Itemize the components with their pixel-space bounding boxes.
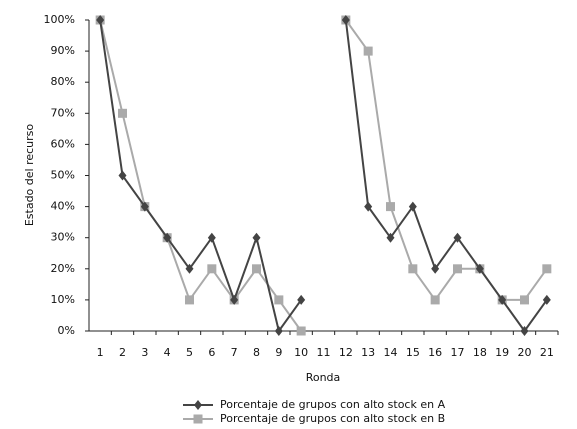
marker xyxy=(185,263,194,274)
y-tick-label: 50% xyxy=(51,169,75,182)
x-tick-label: 16 xyxy=(428,346,442,359)
marker xyxy=(341,15,350,25)
marker xyxy=(252,232,261,243)
marker xyxy=(475,263,484,274)
series-line xyxy=(99,19,548,334)
marker xyxy=(520,326,529,336)
marker xyxy=(386,202,395,212)
marker xyxy=(163,232,172,243)
y-tick-label: 0% xyxy=(58,324,75,337)
marker xyxy=(252,264,261,274)
marker xyxy=(96,15,105,25)
legend-label: Porcentaje de grupos con alto stock en A xyxy=(220,398,446,411)
marker xyxy=(207,264,217,274)
marker xyxy=(498,294,507,305)
x-tick-label: 17 xyxy=(451,346,465,359)
x-tick-label: 20 xyxy=(518,346,532,359)
x-tick-label: 7 xyxy=(231,346,238,359)
marker xyxy=(274,295,284,305)
y-tick-label: 100% xyxy=(44,13,75,26)
y-tick-label: 70% xyxy=(51,106,75,119)
x-tick-label: 2 xyxy=(119,346,126,359)
marker xyxy=(230,294,239,305)
marker xyxy=(520,295,529,305)
marker xyxy=(207,232,216,243)
marker xyxy=(193,414,203,424)
x-tick-label: 13 xyxy=(361,346,375,359)
x-tick-label: 6 xyxy=(208,346,215,359)
y-tick-label: 90% xyxy=(51,44,75,57)
marker xyxy=(453,264,462,274)
x-tick-label: 4 xyxy=(164,346,171,359)
marker xyxy=(431,263,440,274)
marker xyxy=(542,294,551,305)
y-tick-label: 80% xyxy=(51,75,75,88)
marker xyxy=(185,295,194,305)
x-tick-label: 19 xyxy=(495,346,509,359)
y-axis-label: Estado del recurso xyxy=(23,124,36,227)
x-tick-label: 11 xyxy=(317,346,331,359)
marker xyxy=(274,326,283,336)
marker xyxy=(194,400,202,410)
series-line xyxy=(99,19,548,332)
marker xyxy=(453,232,462,243)
y-tick-label: 20% xyxy=(51,262,75,275)
marker xyxy=(118,170,127,181)
x-tick-label: 12 xyxy=(339,346,353,359)
y-tick-label: 30% xyxy=(51,231,75,244)
marker xyxy=(297,294,306,305)
x-tick-label: 21 xyxy=(540,346,554,359)
x-tick-label: 1 xyxy=(97,346,104,359)
x-tick-label: 15 xyxy=(406,346,420,359)
y-tick-label: 40% xyxy=(51,200,75,213)
y-tick-label: 10% xyxy=(51,293,75,306)
marker xyxy=(363,46,373,56)
x-tick-label: 10 xyxy=(294,346,308,359)
marker xyxy=(408,201,417,212)
marker xyxy=(408,264,418,274)
marker xyxy=(118,108,127,118)
x-axis-label: Ronda xyxy=(306,371,341,384)
x-tick-label: 14 xyxy=(384,346,398,359)
marker xyxy=(542,264,552,274)
x-tick-label: 3 xyxy=(141,346,148,359)
marker xyxy=(430,295,440,305)
marker xyxy=(386,232,395,243)
marker xyxy=(364,201,373,212)
marker xyxy=(140,201,149,212)
x-tick-label: 9 xyxy=(275,346,282,359)
y-tick-label: 60% xyxy=(51,137,75,150)
marker xyxy=(296,326,306,336)
x-tick-label: 18 xyxy=(473,346,487,359)
x-tick-label: 5 xyxy=(186,346,193,359)
legend-label: Porcentaje de grupos con alto stock en B xyxy=(220,412,445,425)
x-tick-label: 8 xyxy=(253,346,260,359)
